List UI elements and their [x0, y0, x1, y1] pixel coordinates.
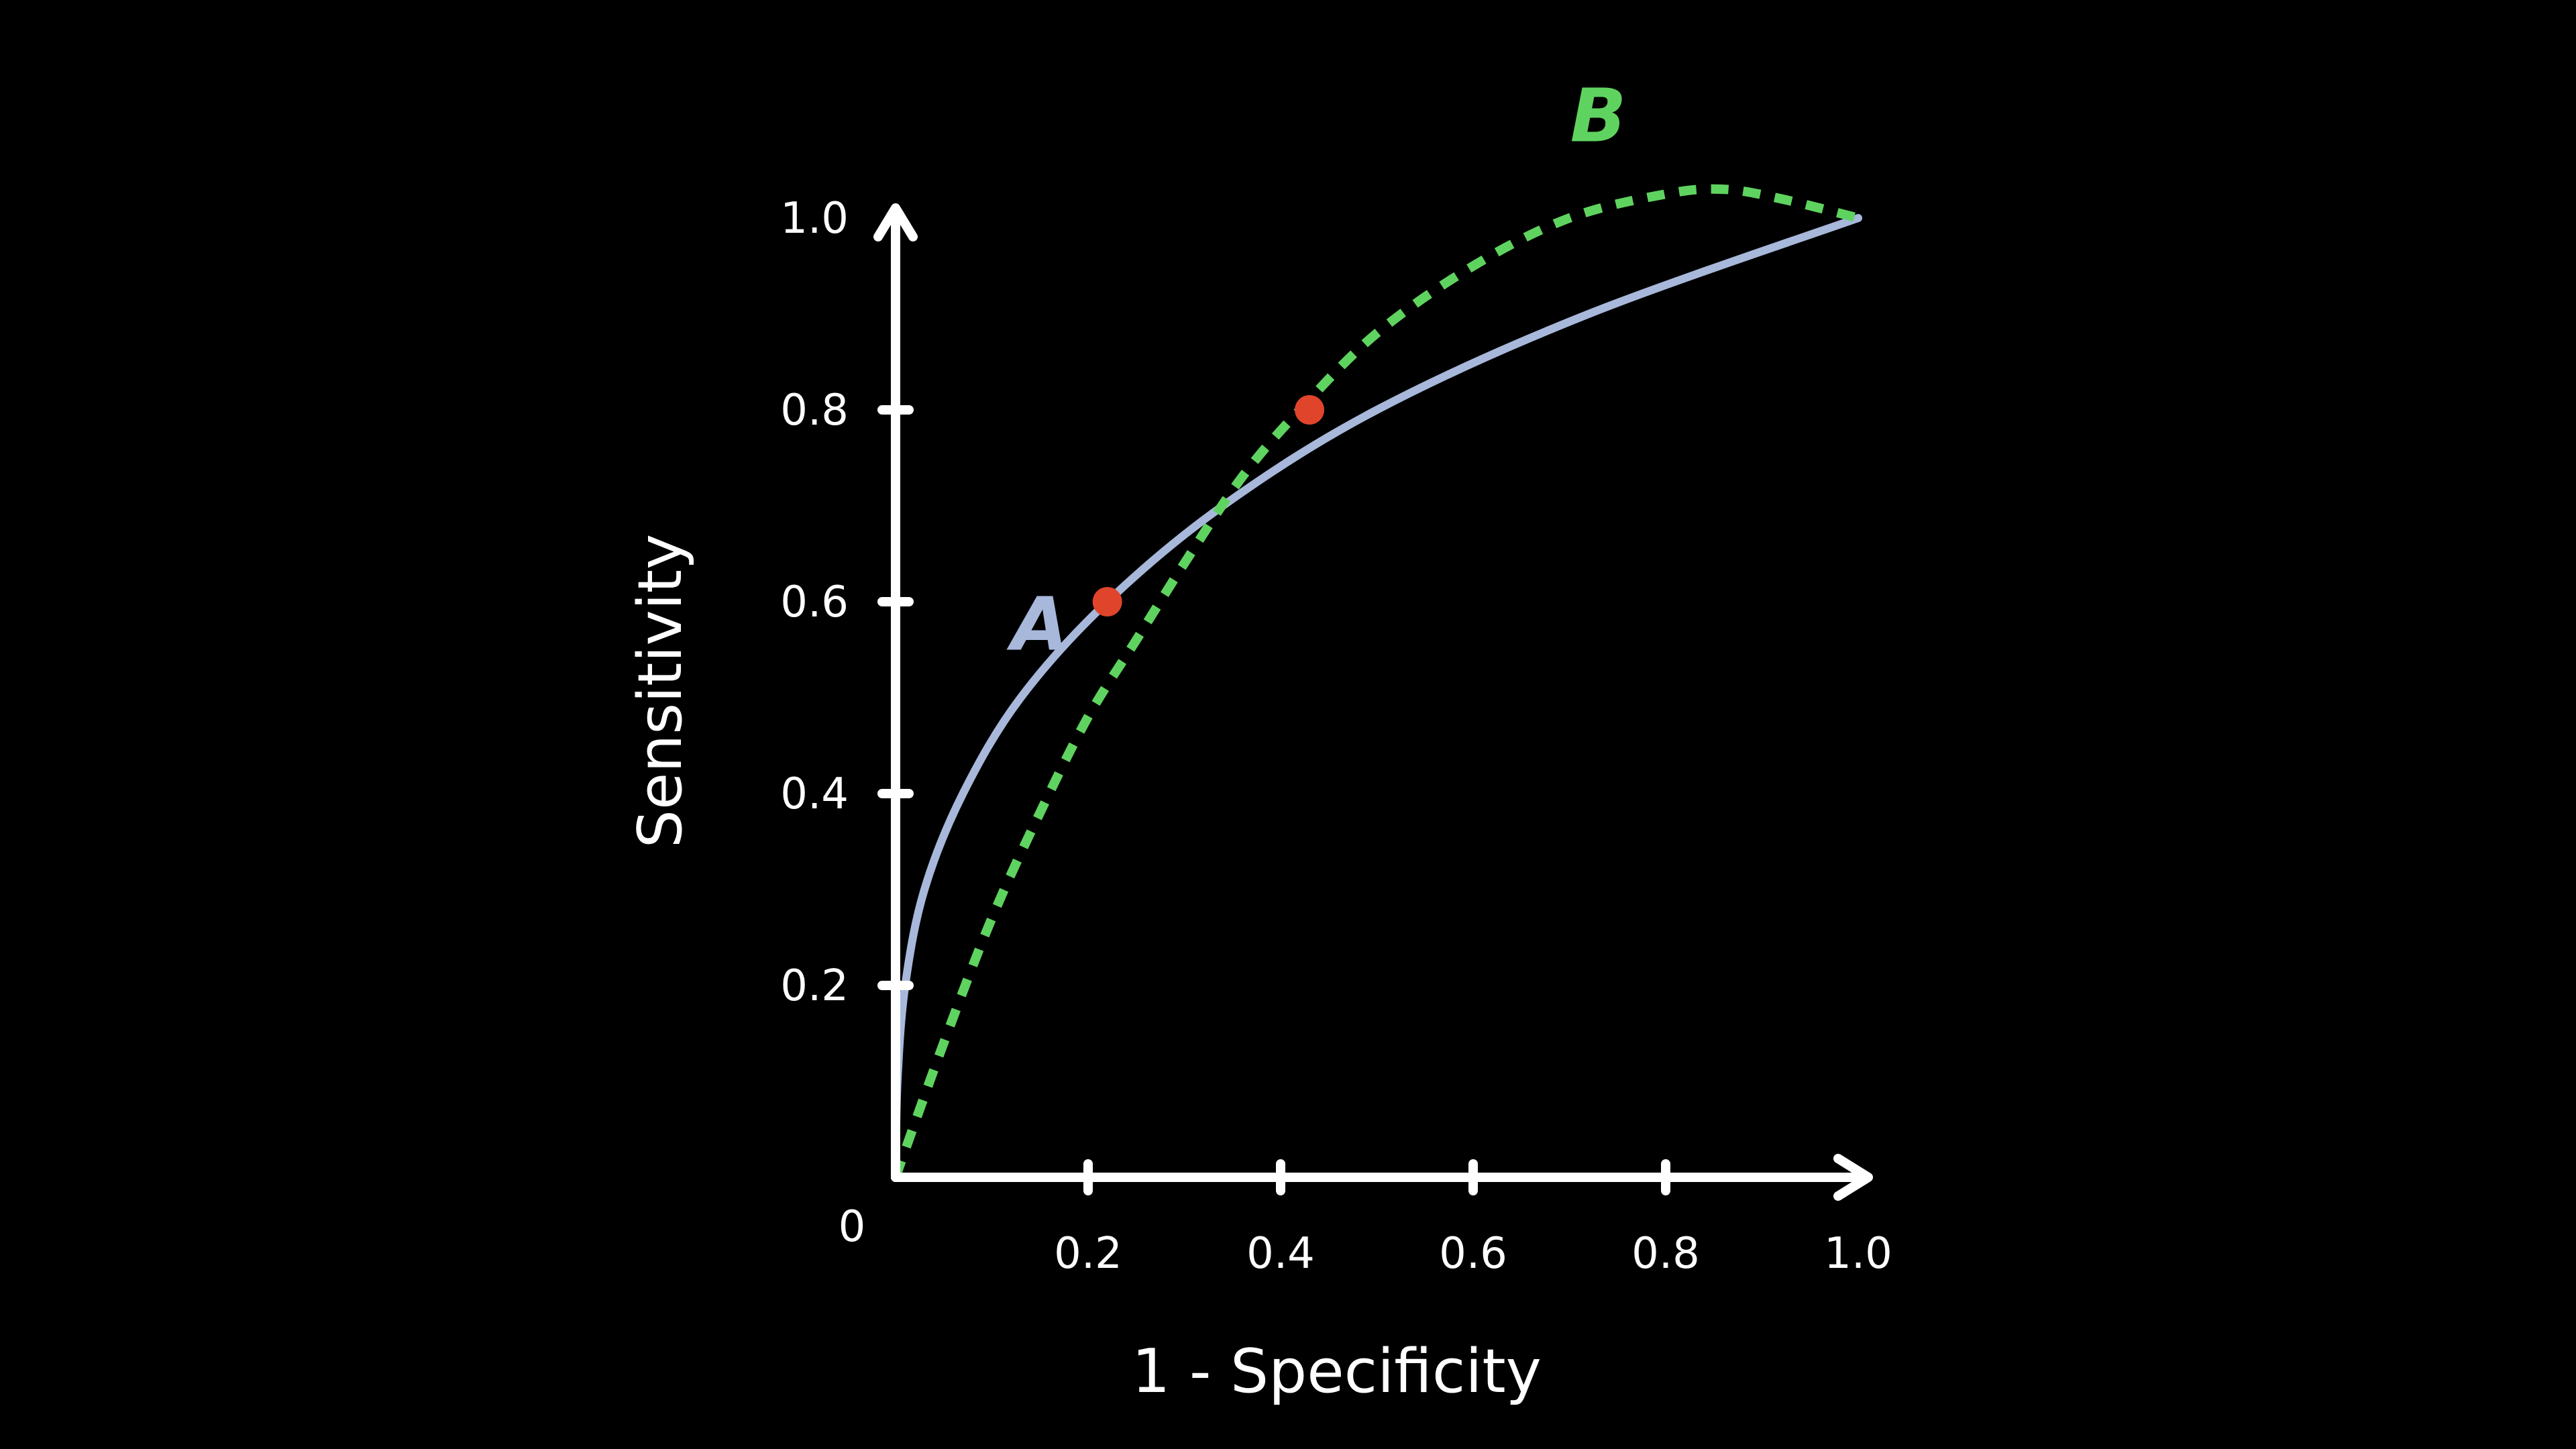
origin-label: 0 [839, 1202, 866, 1252]
axes-layer: 0.2 0.4 0.6 0.8 1.0 0.2 0.4 0.6 0.8 1.0 [780, 194, 1892, 1279]
x-tick-label: 1.0 [1824, 1229, 1892, 1279]
y-tick-label: 0.4 [780, 769, 849, 819]
y-tick-label: 1.0 [780, 194, 849, 244]
x-axis-title: 1 - Specificity [1132, 1336, 1542, 1407]
x-tick-label: 0.2 [1054, 1229, 1122, 1279]
x-tick-label: 0.6 [1439, 1229, 1507, 1279]
x-axis-arrowhead [1833, 1154, 1873, 1201]
series-label-a: A [1006, 582, 1069, 667]
y-axis-title: Sensitivity [625, 534, 696, 849]
y-tick-label: 0.8 [780, 386, 849, 435]
highlight-point-a [1092, 587, 1122, 616]
x-tick-label: 0.4 [1246, 1229, 1315, 1279]
highlight-points-layer [1092, 395, 1325, 616]
curves-layer [891, 184, 1862, 1181]
highlight-point-b [1295, 395, 1325, 425]
y-axis-arrowhead [873, 203, 918, 241]
labels-layer: AB [1006, 73, 1627, 667]
y-tick-label: 0.2 [780, 961, 849, 1011]
series-label-b: B [1570, 73, 1627, 159]
y-tick-label: 0.6 [780, 578, 849, 627]
series-line-a [892, 214, 1862, 1181]
x-tick-label: 0.8 [1631, 1229, 1700, 1279]
series-line-b [891, 184, 1860, 1179]
